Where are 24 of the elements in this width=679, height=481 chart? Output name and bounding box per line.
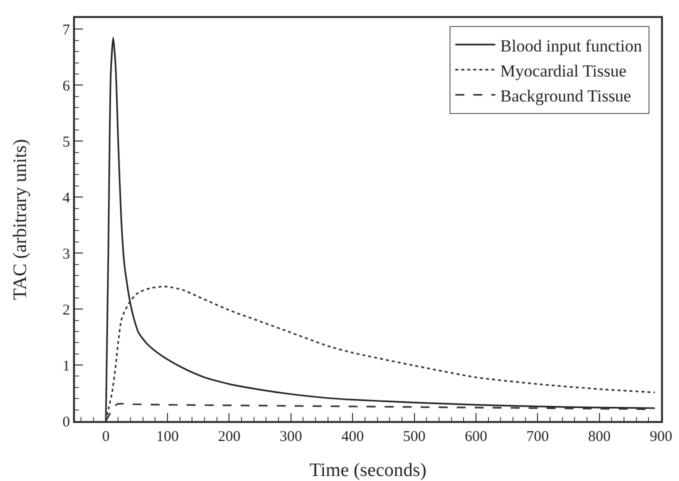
x-tick-label: 800	[588, 429, 611, 445]
x-tick-label: 300	[280, 429, 302, 445]
x-tick-label: 400	[341, 429, 364, 445]
y-tick-label: 3	[62, 246, 70, 262]
y-tick-label: 4	[62, 190, 70, 206]
line-series	[105, 36, 656, 421]
legend-label: Myocardial Tissue	[500, 61, 626, 80]
x-tick-label: 700	[526, 429, 549, 445]
legend-label: Background Tissue	[500, 86, 632, 106]
y-tick-label: 6	[62, 78, 70, 94]
legend-label: Blood input function	[500, 36, 642, 56]
y-tick-label: 0	[62, 414, 70, 430]
x-tick-label: 600	[464, 429, 488, 445]
y-tick-label: 1	[62, 358, 70, 374]
x-tick-label: 100	[156, 429, 179, 445]
y-tick-label: 5	[62, 134, 70, 150]
x-tick-label: 200	[218, 429, 240, 445]
y-axis-title: TAC (arbitrary units)	[10, 139, 31, 300]
y-tick-label: 2	[62, 302, 70, 318]
x-tick-label: 500	[403, 429, 426, 445]
y-tick-label: 7	[62, 22, 70, 38]
x-axis-title: Time (seconds)	[310, 460, 426, 481]
x-tick-label: 900	[650, 429, 672, 445]
x-tick-label: 0	[102, 429, 110, 445]
